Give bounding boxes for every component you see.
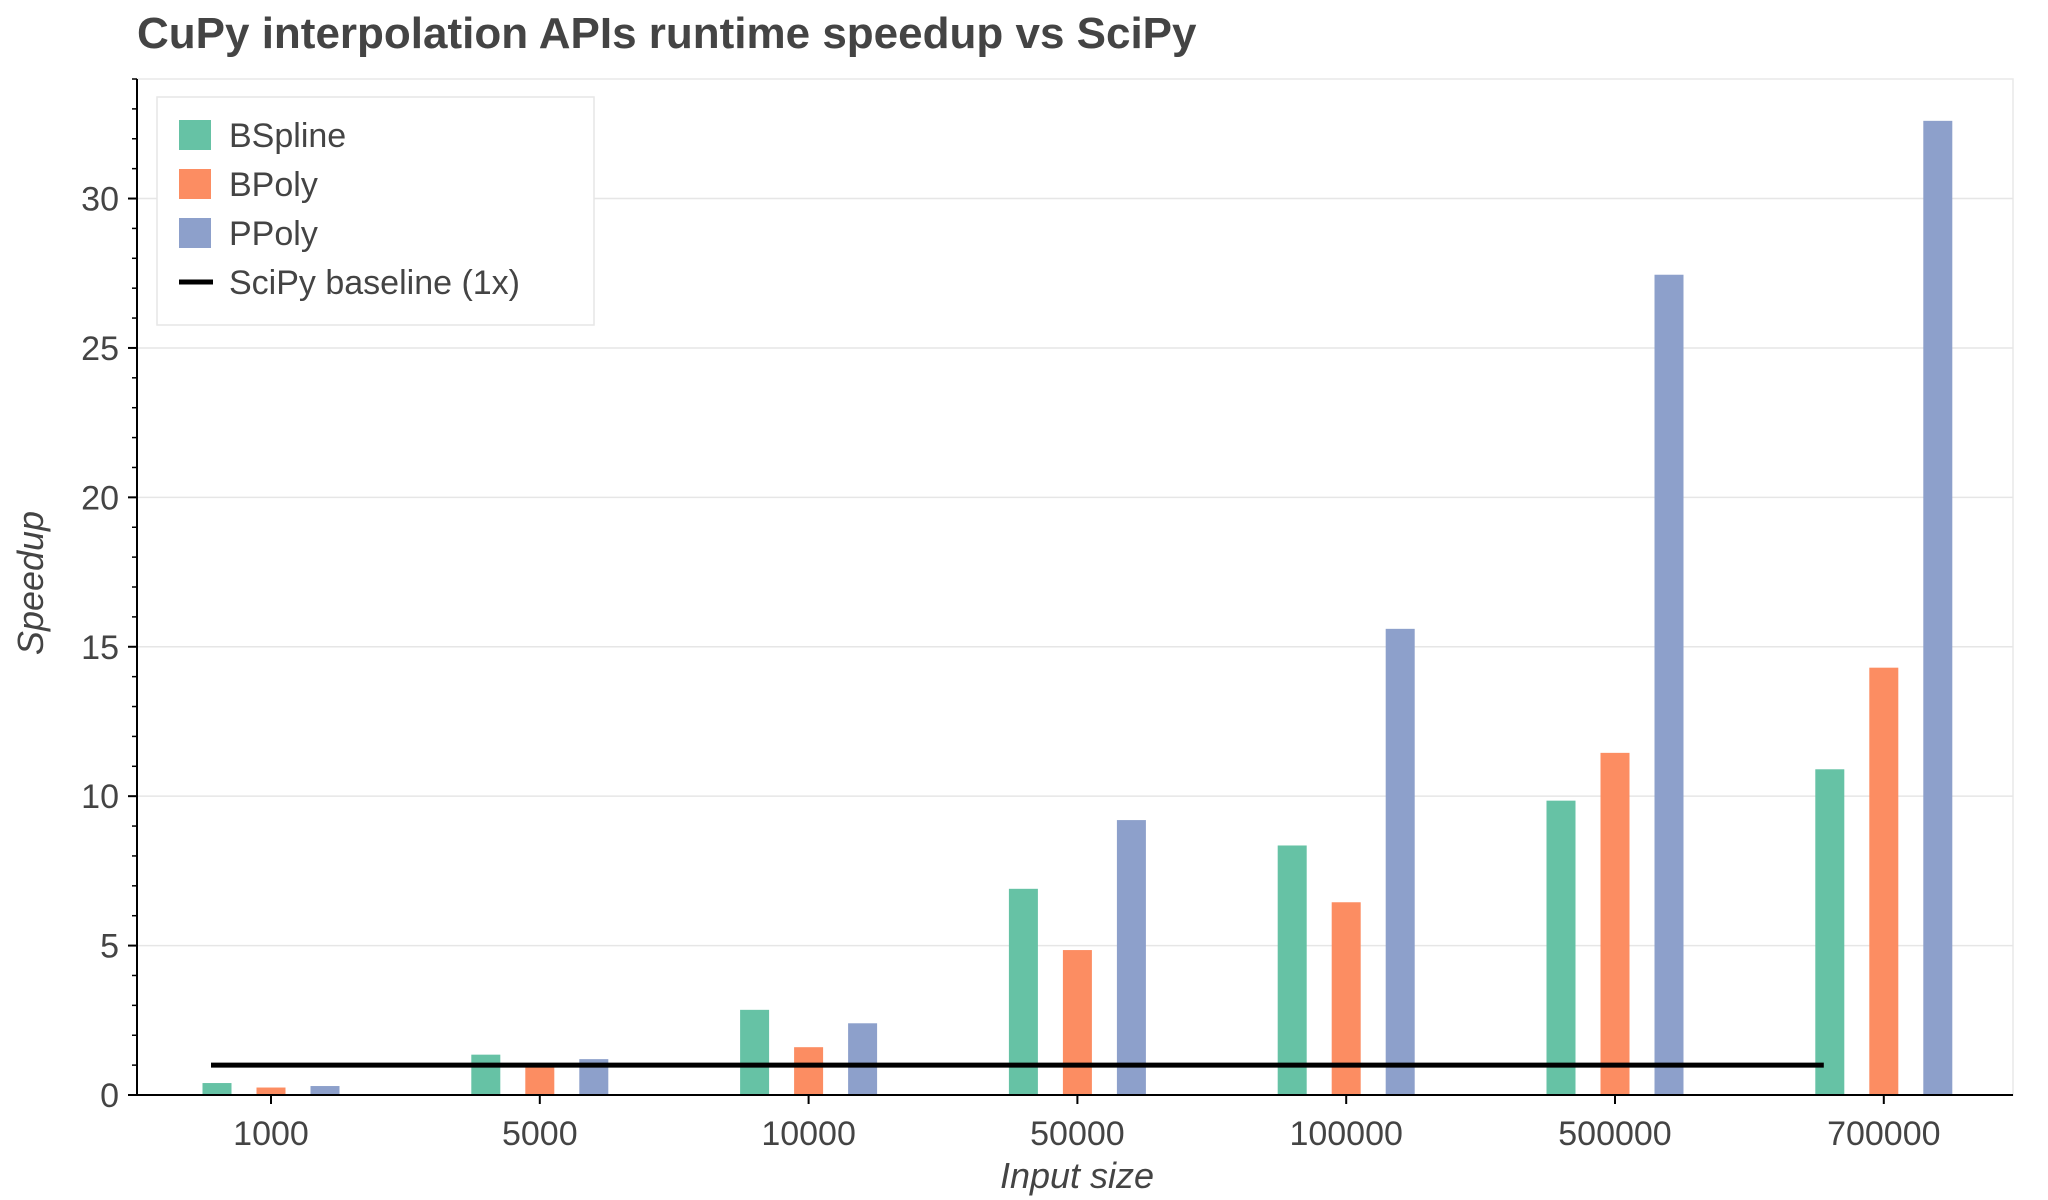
legend-swatch-bpoly <box>179 169 211 199</box>
bar-bspline-1000 <box>202 1083 232 1095</box>
bar-bpoly-500000 <box>1600 752 1630 1095</box>
legend-box <box>156 96 595 326</box>
bar-ppoly-500000 <box>1654 274 1684 1096</box>
legend-swatch-bspline <box>179 120 211 150</box>
bar-bpoly-10000 <box>794 1047 824 1095</box>
y-tick-label: 0 <box>100 1077 119 1115</box>
bar-bspline-50000 <box>1008 888 1038 1095</box>
y-tick-label: 10 <box>81 778 119 816</box>
bar-bspline-500000 <box>1546 800 1576 1095</box>
bar-ppoly-1000 <box>310 1086 340 1095</box>
bar-ppoly-700000 <box>1923 120 1953 1095</box>
bar-bpoly-1000 <box>256 1087 286 1095</box>
x-tick-label: 1000 <box>233 1115 309 1153</box>
bar-bpoly-50000 <box>1062 950 1092 1095</box>
bar-ppoly-50000 <box>1116 820 1146 1095</box>
x-tick-label: 500000 <box>1558 1115 1671 1153</box>
y-tick-label: 30 <box>81 181 119 219</box>
bar-bpoly-700000 <box>1869 667 1899 1095</box>
bar-bspline-5000 <box>471 1054 501 1095</box>
x-tick-label: 50000 <box>1030 1115 1125 1153</box>
bar-bspline-100000 <box>1277 845 1307 1095</box>
bar-ppoly-100000 <box>1385 628 1415 1095</box>
bar-bspline-10000 <box>740 1009 770 1095</box>
bar-ppoly-10000 <box>848 1023 878 1095</box>
y-tick-label: 25 <box>81 330 119 368</box>
chart-title: CuPy interpolation APIs runtime speedup … <box>137 9 1197 58</box>
legend-label-ppoly: PPoly <box>229 215 318 253</box>
x-tick-label: 100000 <box>1289 1115 1402 1153</box>
y-axis-label: Speedup <box>10 511 51 655</box>
bar-bpoly-5000 <box>525 1066 555 1095</box>
axes: 0 5 10 15 20 25 30 1000 5000 10000 50000 100000 5000… <box>81 78 2013 1153</box>
y-tick-label: 5 <box>100 928 119 966</box>
legend-label-bpoly: BPoly <box>229 166 318 204</box>
legend-swatch-ppoly <box>179 218 211 248</box>
legend-label-bspline: BSpline <box>229 117 346 155</box>
bar-bspline-700000 <box>1815 769 1845 1095</box>
legend-label-baseline: SciPy baseline (1x) <box>229 264 520 302</box>
legend: BSpline BPoly PPoly SciPy baseline (1x) <box>156 96 595 326</box>
x-axis-label: Input size <box>1000 1155 1154 1196</box>
x-tick-label: 700000 <box>1827 1115 1940 1153</box>
y-tick-label: 15 <box>81 629 119 667</box>
y-tick-label: 20 <box>81 479 119 517</box>
x-tick-label: 5000 <box>502 1115 578 1153</box>
x-tick-label: 10000 <box>761 1115 856 1153</box>
